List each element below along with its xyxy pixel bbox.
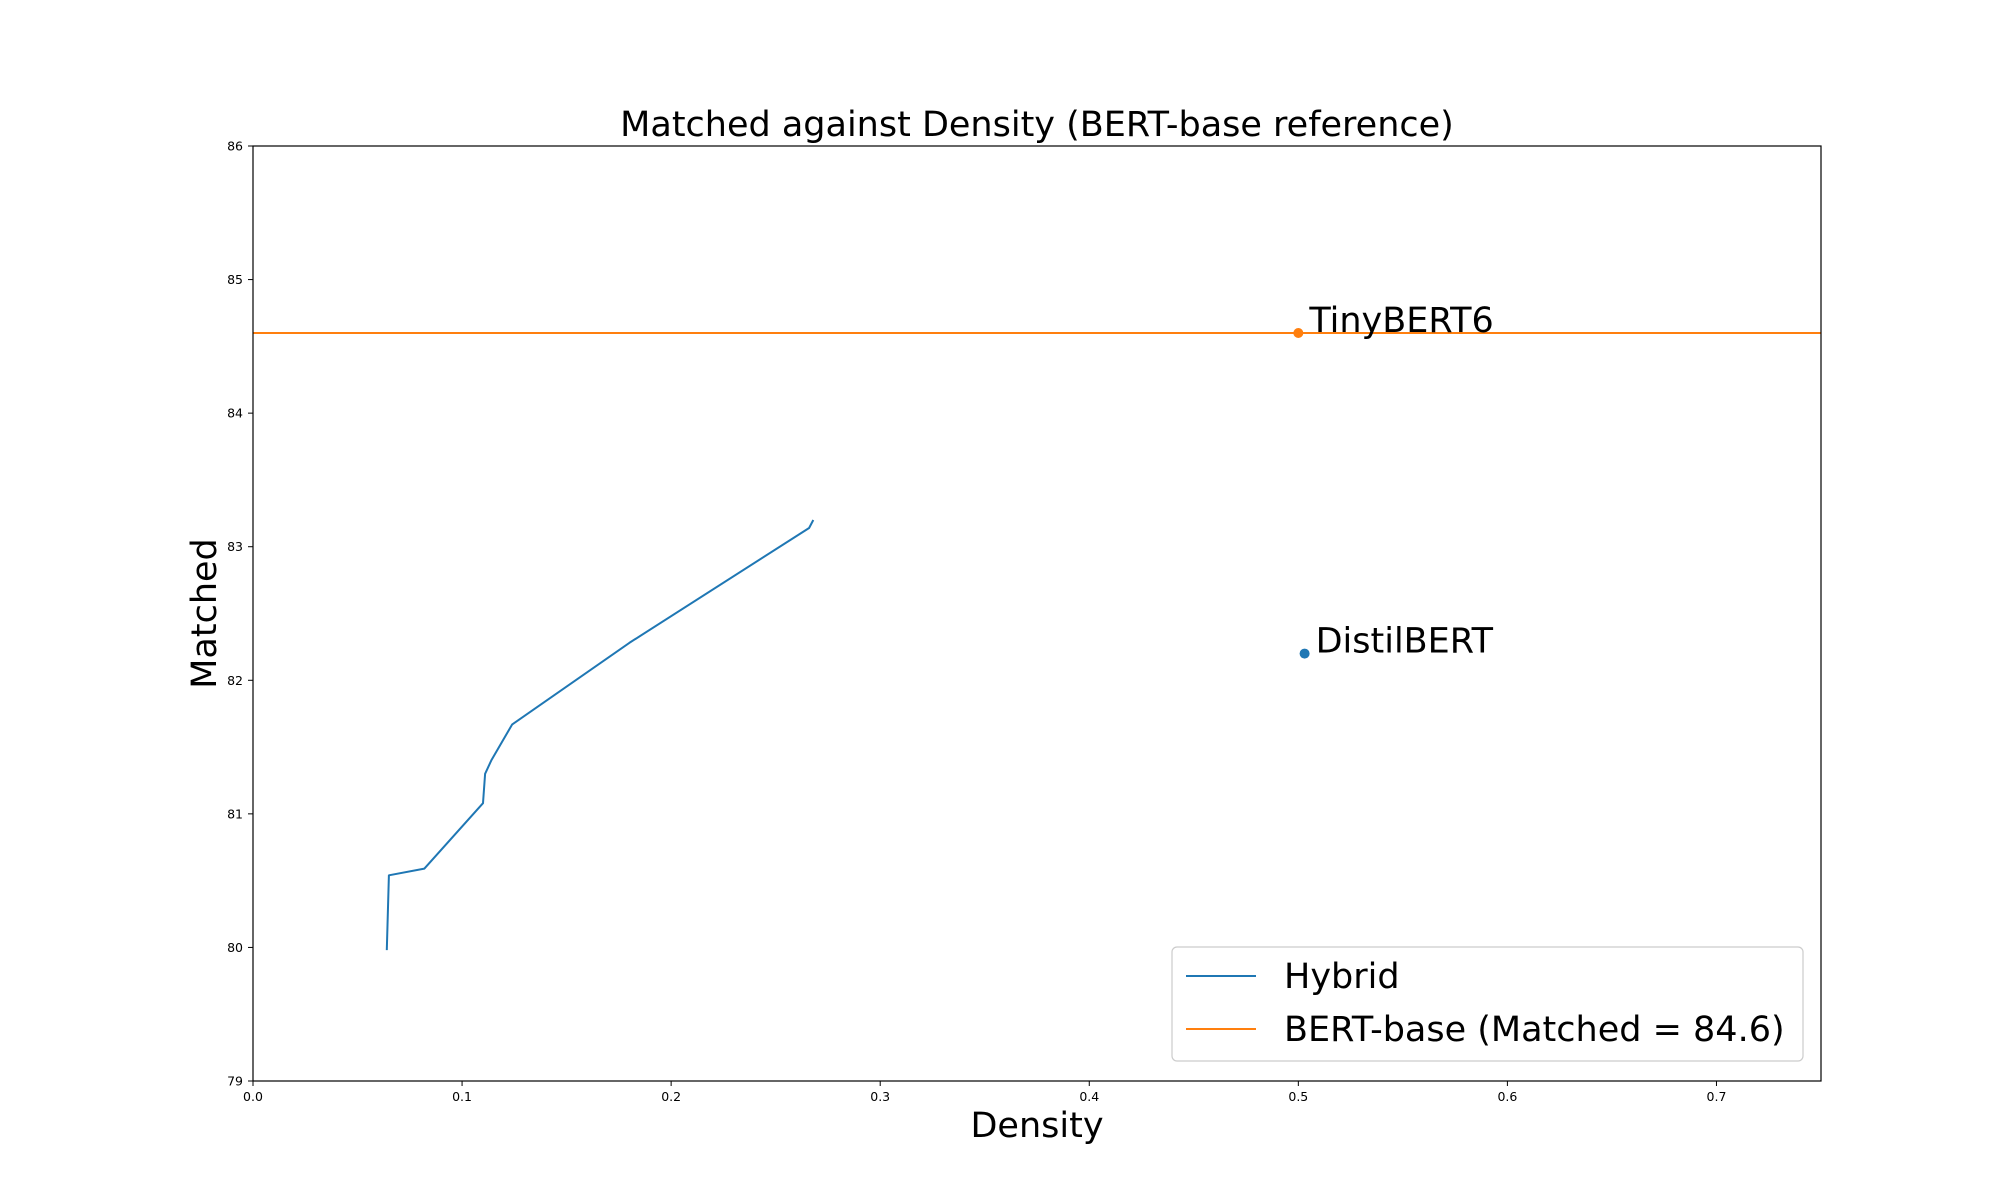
legend-label-bert-base: BERT-base (Matched = 84.6): [1284, 1010, 1785, 1050]
x-tick-label: 0.5: [1288, 1089, 1308, 1104]
x-tick-label: 0.4: [1079, 1089, 1099, 1104]
x-tick-label: 0.0: [243, 1089, 263, 1104]
y-tick-label: 82: [227, 673, 243, 688]
point-label-tinybert6: TinyBERT6: [1308, 301, 1493, 341]
x-tick-label: 0.2: [661, 1089, 681, 1104]
annotation-layer: TinyBERT6 DistilBERT: [1293, 301, 1494, 662]
x-tick-label: 0.6: [1497, 1089, 1517, 1104]
y-tick-label: 86: [227, 139, 243, 154]
y-tick-label: 85: [227, 272, 243, 287]
x-tick-label: 0.1: [452, 1089, 472, 1104]
point-distilbert: [1299, 648, 1310, 659]
y-axis-title: Matched: [185, 538, 225, 689]
chart-title: Matched against Density (BERT-base refer…: [620, 105, 1454, 145]
y-tick-label: 83: [227, 539, 243, 554]
y-tick-label: 84: [227, 406, 243, 421]
y-tick-label: 81: [227, 806, 243, 821]
plot-data-layer: [253, 332, 1821, 951]
series-line-hybrid: [385, 519, 815, 951]
plot-frame: [252, 145, 1822, 1082]
point-tinybert6: [1293, 328, 1304, 338]
x-tick-label: 0.3: [870, 1089, 890, 1104]
x-axis-title: Density: [970, 1106, 1103, 1146]
legend: Hybrid BERT-base (Matched = 84.6): [1171, 946, 1804, 1062]
y-tick-label: 80: [227, 940, 243, 955]
point-label-distilbert: DistilBERT: [1316, 622, 1494, 662]
x-tick-label: 0.7: [1707, 1089, 1727, 1104]
legend-label-hybrid: Hybrid: [1284, 957, 1400, 997]
axes-layer: 0.0 0.1 0.2 0.3 0.4 0.5 0.6 0.7 79 80 81 82 83 84 85 86: [227, 139, 1726, 1105]
legend-box: [1171, 946, 1804, 1062]
y-tick-label: 79: [227, 1074, 243, 1089]
